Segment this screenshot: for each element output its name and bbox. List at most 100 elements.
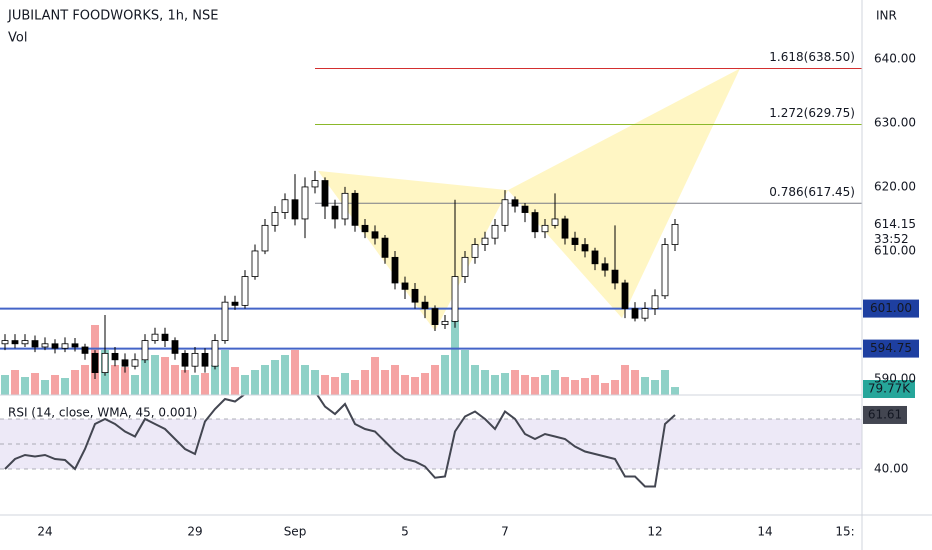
x-tick-label: 29 [187, 525, 202, 539]
candle-body [531, 212, 539, 233]
y-tick-label: 620.00 [874, 179, 916, 193]
candle-body [251, 250, 259, 277]
volume-bar [541, 375, 549, 395]
candle-body [461, 256, 469, 277]
volume-bar [661, 370, 669, 395]
candle-body [511, 199, 519, 207]
price-label: 594.75 [870, 341, 912, 355]
volume-bar [561, 377, 569, 395]
rsi-label: 61.61 [868, 407, 902, 421]
volume-bar [321, 375, 329, 395]
volume-label-box [863, 380, 915, 398]
volume-bar [401, 375, 409, 395]
candle-body [411, 288, 419, 303]
x-tick-label: 24 [37, 525, 52, 539]
candle-body [541, 224, 549, 233]
volume-bar [231, 367, 239, 395]
volume-bar [381, 370, 389, 395]
candle-body [41, 343, 49, 348]
rsi-title: RSI (14, close, WMA, 45, 0.001) [8, 406, 197, 420]
candle-body [661, 244, 669, 297]
candle-body [431, 308, 439, 325]
volume-bar [271, 360, 279, 395]
price-pane [0, 68, 862, 395]
fib-label: 0.786(617.45) [769, 185, 855, 199]
x-tick-label: 5 [401, 525, 409, 539]
volume-bar [671, 387, 679, 395]
volume-bar [531, 377, 539, 395]
volume-title: Vol [8, 31, 27, 46]
volume-bar [121, 367, 129, 395]
volume-bar [341, 373, 349, 395]
volume-bar [391, 365, 399, 395]
candle-body [1, 340, 9, 345]
volume-bar [481, 370, 489, 395]
volume-bar [41, 380, 49, 395]
candle-body [581, 244, 589, 252]
countdown: 33:52 [874, 232, 909, 246]
candle-body [651, 295, 659, 309]
volume-bar [571, 380, 579, 395]
volume-bar [281, 355, 289, 395]
candle-body [491, 224, 499, 239]
candle-body [111, 352, 119, 361]
fib-label: 1.272(629.75) [769, 106, 855, 120]
candle-body [131, 359, 139, 367]
volume-bar [261, 365, 269, 395]
rsi-label-box [863, 405, 907, 424]
volume-bar [351, 380, 359, 395]
x-tick-label: Sep [284, 525, 307, 539]
volume-bar [31, 373, 39, 395]
fib-label: 1.618(638.50) [769, 50, 855, 64]
volume-bar [151, 355, 159, 395]
y-tick-label: 590.00 [874, 371, 916, 385]
volume-bar [311, 370, 319, 395]
volume-bar [361, 370, 369, 395]
volume-bar [421, 373, 429, 395]
candle-body [291, 199, 299, 220]
x-tick-label: 7 [501, 525, 509, 539]
candle-body [341, 192, 349, 220]
volume-bar [331, 377, 339, 395]
candle-body [401, 282, 409, 290]
candle-body [391, 256, 399, 284]
candle-body [671, 223, 679, 245]
volume-bar [1, 375, 9, 395]
candle-body [311, 180, 319, 188]
y-tick-label: 610.00 [874, 243, 916, 257]
volume-bar [191, 375, 199, 395]
volume-bar [141, 360, 149, 395]
volume-bar [81, 365, 89, 395]
volume-bar [221, 350, 229, 395]
volume-bar [631, 370, 639, 395]
candle-body [21, 340, 29, 345]
candle-body [641, 308, 649, 319]
candle-body [441, 320, 449, 325]
candle-body [191, 352, 199, 367]
candle-body [141, 340, 149, 361]
volume-bar [201, 373, 209, 395]
candle-body [61, 343, 69, 349]
candle-body [101, 352, 109, 373]
candle-body [551, 218, 559, 226]
candle-body [571, 237, 579, 245]
candle-body [221, 301, 229, 341]
volume-bar [411, 377, 419, 395]
candle-body [201, 352, 209, 367]
volume-bar [601, 383, 609, 395]
candle-body [261, 224, 269, 252]
volume-bar [61, 378, 69, 395]
volume-bar [441, 355, 449, 395]
volume-bar [611, 380, 619, 395]
candle-body [501, 199, 509, 226]
harmonic-pattern [508, 68, 740, 319]
candle-body [281, 199, 289, 213]
volume-bar [71, 370, 79, 395]
candle-body [151, 333, 159, 341]
candle-body [271, 212, 279, 226]
volume-bar [451, 320, 459, 395]
y-tick-label: 630.00 [874, 115, 916, 129]
volume-bar [51, 375, 59, 395]
candle-body [421, 301, 429, 309]
harmonic-pattern [318, 170, 508, 331]
